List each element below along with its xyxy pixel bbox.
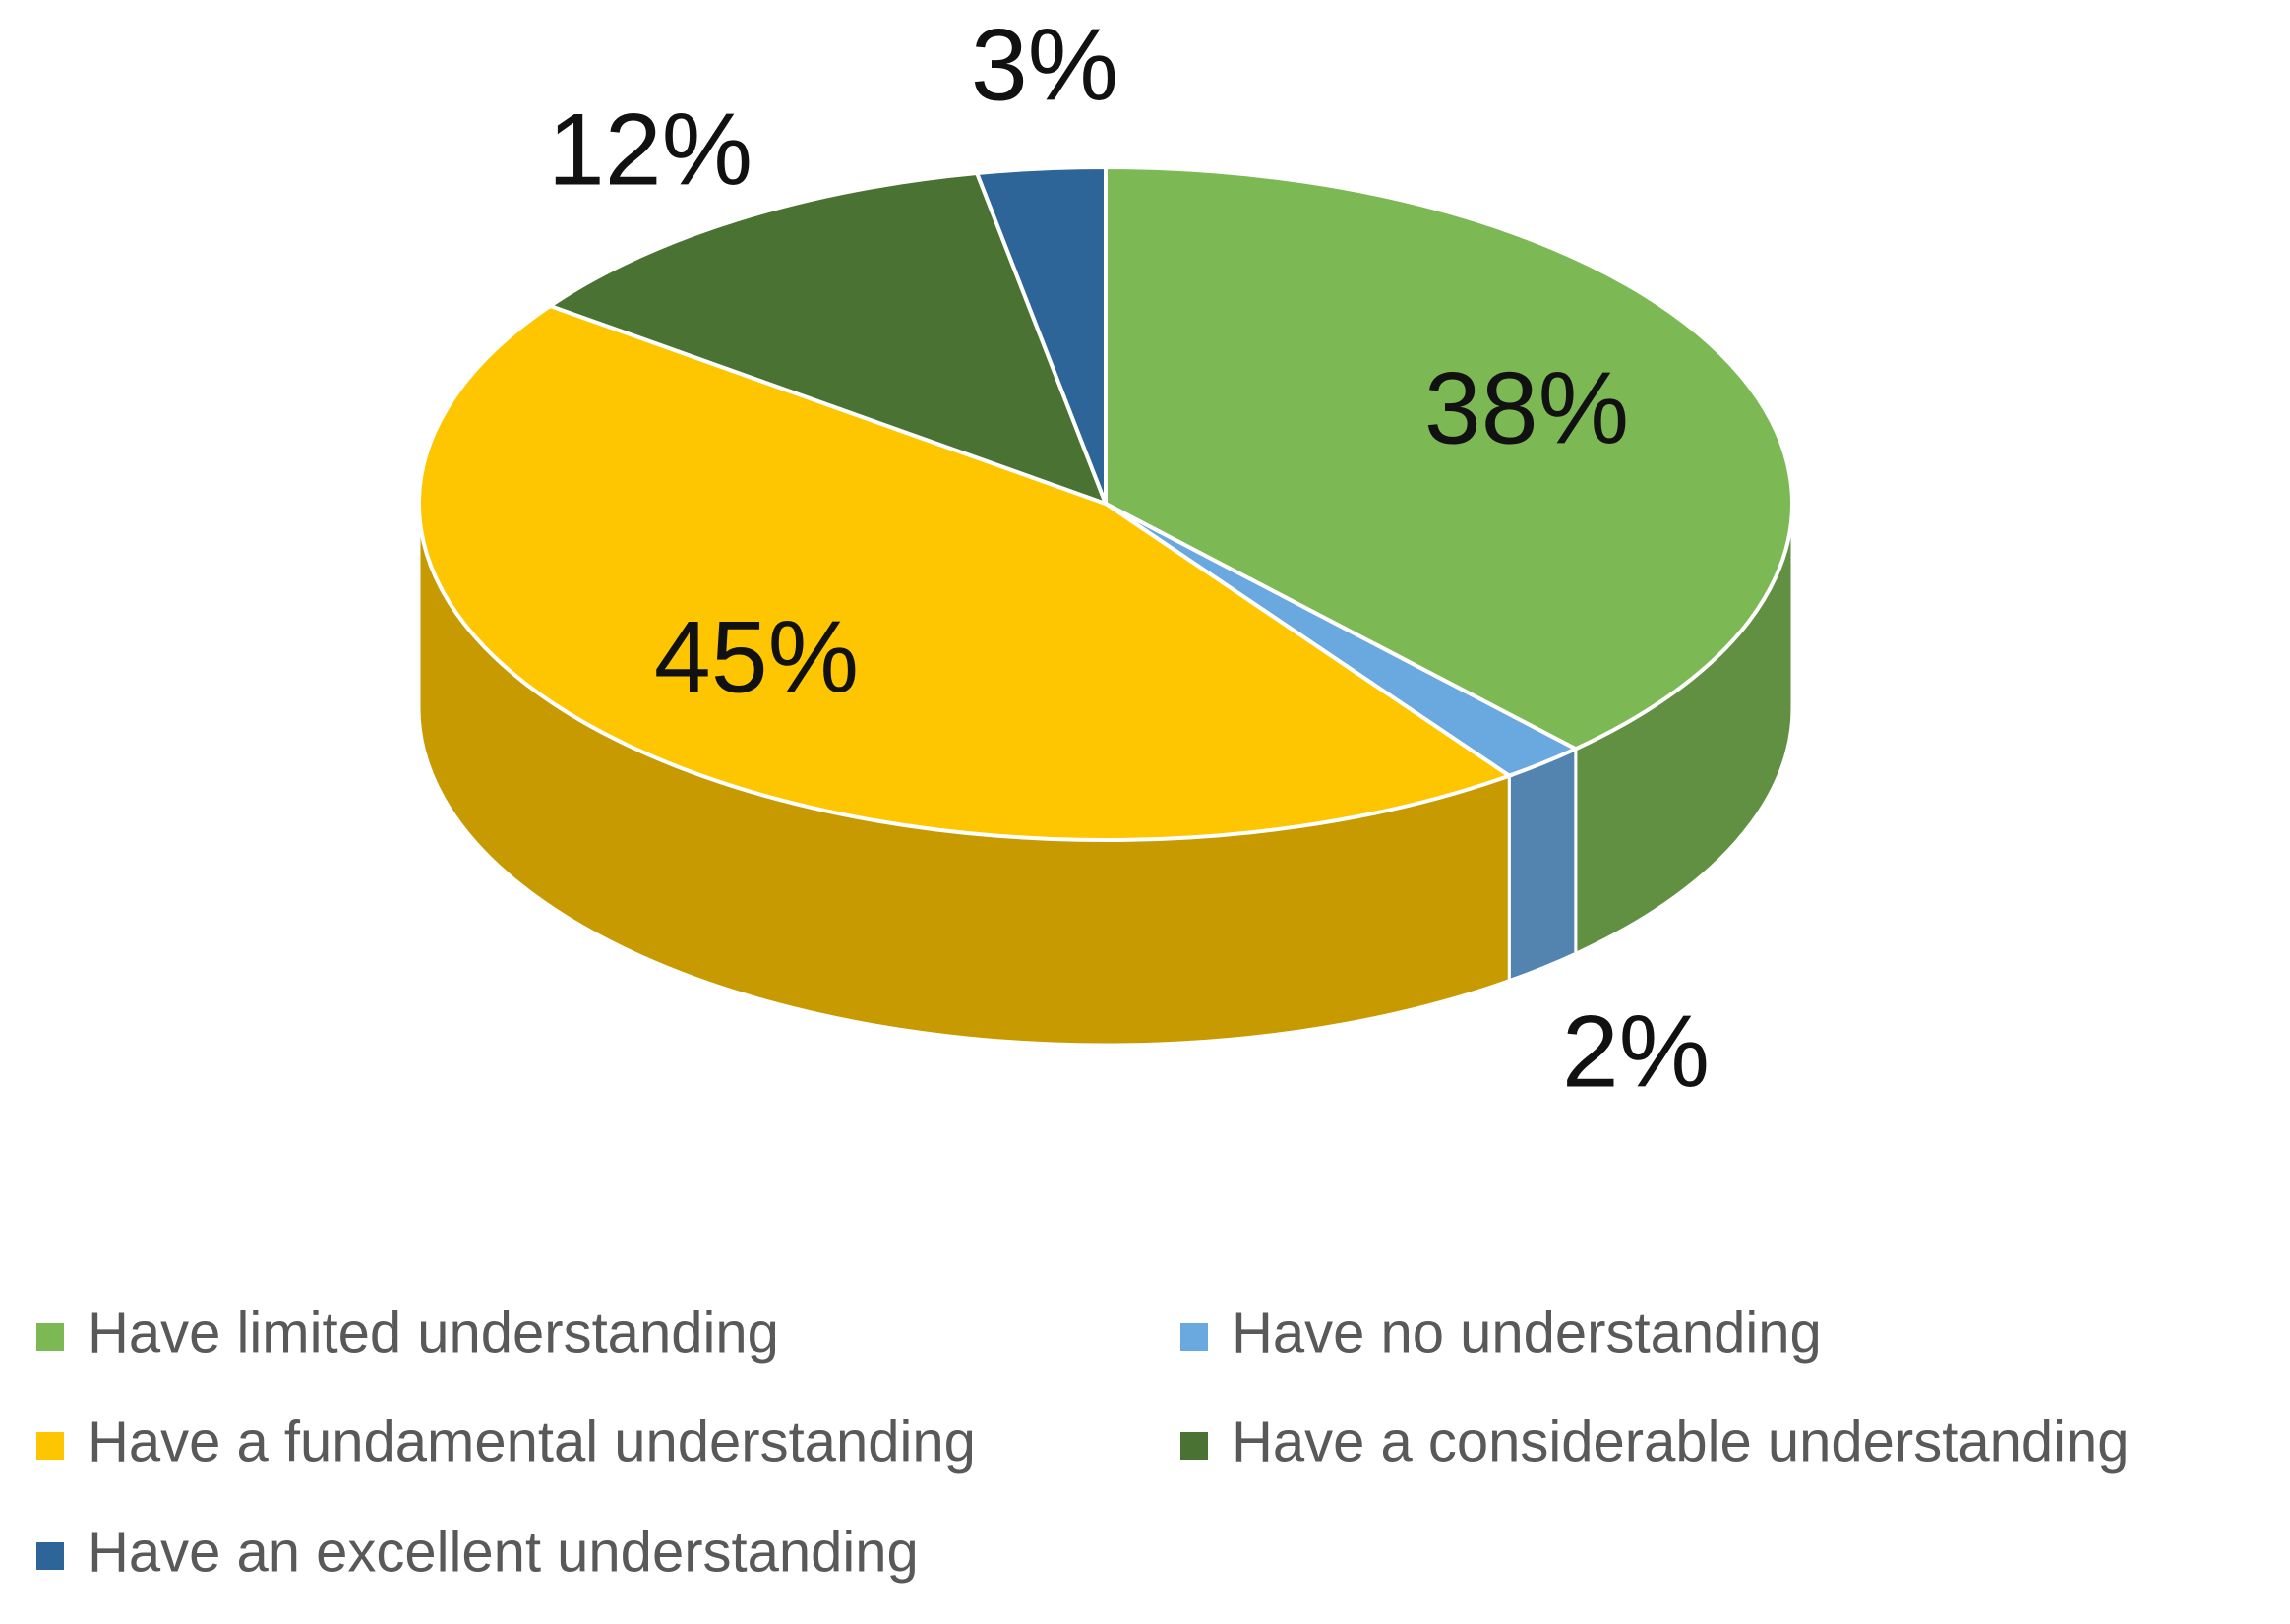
legend-label: Have a fundamental understanding: [88, 1410, 976, 1474]
legend-marker: [36, 1323, 64, 1351]
data-label: 12%: [548, 92, 753, 207]
pie-slice: [1104, 164, 1794, 752]
legend-label: Have a considerable understanding: [1232, 1410, 2130, 1474]
legend-label: Have limited understanding: [88, 1300, 779, 1364]
data-label: 3%: [971, 8, 1118, 122]
legend-marker: [36, 1432, 64, 1460]
pie-slice: [417, 303, 1514, 842]
data-label: 45%: [654, 600, 859, 714]
legend-marker: [36, 1542, 64, 1570]
data-label: 2%: [1562, 994, 1710, 1109]
pie-slice: [545, 170, 1110, 508]
legend-label: Have an excellent understanding: [88, 1520, 919, 1584]
legend-marker: [1180, 1432, 1208, 1460]
legend-marker: [1180, 1323, 1208, 1351]
pie-slice: [974, 164, 1108, 505]
data-label: 38%: [1424, 351, 1629, 465]
legend-label: Have no understanding: [1232, 1300, 1822, 1364]
pie-slice-side: [1507, 746, 1578, 983]
